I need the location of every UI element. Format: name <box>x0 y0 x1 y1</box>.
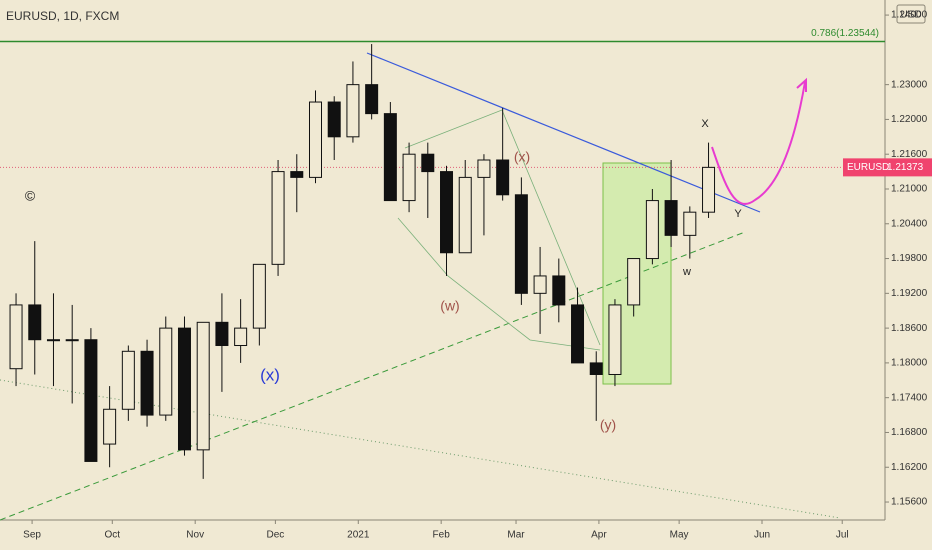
channel-line <box>397 217 601 351</box>
candle-body <box>552 275 566 306</box>
y-tick-label: 1.19200 <box>891 288 928 299</box>
y-tick-label: 1.18600 <box>891 323 928 334</box>
candle-body <box>365 84 379 115</box>
candle-body <box>140 350 154 416</box>
x-tick-label: Nov <box>186 530 204 541</box>
candle-body <box>514 194 528 294</box>
y-tick-label: 1.16200 <box>891 462 928 473</box>
price-tag <box>843 158 932 177</box>
wave-label: (w) <box>440 298 459 314</box>
candle-body <box>346 84 360 138</box>
candle-body <box>383 113 397 202</box>
y-tick-label: 1.18000 <box>891 358 928 369</box>
x-tick-label: Dec <box>266 530 284 541</box>
wave-label: (x) <box>260 365 280 384</box>
y-tick-label: 1.20400 <box>891 218 928 229</box>
candle-body <box>627 258 641 306</box>
candle-body <box>440 171 454 254</box>
candle-body <box>84 339 98 462</box>
y-tick-label: 1.17400 <box>891 392 928 403</box>
x-tick-label: Sep <box>23 530 41 541</box>
chart-title: EURUSD, 1D, FXCM <box>6 9 119 23</box>
candle-body <box>103 408 117 445</box>
candle-body <box>608 304 622 375</box>
resistance-trendline <box>366 52 761 213</box>
candle-body <box>159 327 173 416</box>
candle-body <box>234 327 248 347</box>
candle-body <box>683 211 697 236</box>
y-tick-label: 1.15600 <box>891 497 928 508</box>
candle-body <box>46 339 60 342</box>
candle-body <box>177 327 191 451</box>
candle-body <box>327 101 341 138</box>
x-tick-label: Mar <box>507 530 525 541</box>
candle-body <box>533 275 547 294</box>
currency-box <box>896 4 926 24</box>
x-tick-label: Feb <box>433 530 451 541</box>
wave-label: Y <box>734 208 742 220</box>
x-tick-label: May <box>670 530 689 541</box>
x-tick-label: Apr <box>591 530 607 541</box>
candle-body <box>402 153 416 202</box>
fib-label: 0.786(1.23544) <box>811 28 879 39</box>
wave-label: © <box>25 188 36 204</box>
dashed-trendline <box>0 231 746 521</box>
y-tick-label: 1.24000 <box>891 10 928 21</box>
wave-label: (x) <box>514 149 530 165</box>
candle-body <box>290 171 304 178</box>
candle-body <box>271 171 285 265</box>
price-tag-value: 1.21373 <box>887 162 924 173</box>
projection-curve <box>711 81 806 205</box>
candle-body <box>121 350 135 410</box>
y-tick-label: 1.21600 <box>891 149 928 160</box>
wave-label: w <box>682 266 691 278</box>
price-tag-symbol: EURUSD <box>847 162 889 173</box>
wave-label: X <box>701 118 709 130</box>
x-tick-label: Jul <box>836 530 849 541</box>
candle-body <box>664 200 678 236</box>
candle-body <box>477 159 491 178</box>
y-tick-label: 1.22000 <box>891 114 928 125</box>
candle-body <box>421 153 435 173</box>
candle-body <box>496 159 510 196</box>
candle-body <box>702 166 716 213</box>
candle-body <box>308 101 322 178</box>
wave-label: (y) <box>600 417 616 433</box>
candle-body <box>28 304 42 341</box>
projection-arrow <box>796 77 807 92</box>
y-tick-label: 1.23000 <box>891 79 928 90</box>
y-tick-label: 1.19800 <box>891 253 928 264</box>
x-tick-label: 2021 <box>347 530 370 541</box>
candle-body <box>215 321 229 347</box>
candle-body <box>645 200 659 260</box>
candle-body <box>65 339 79 342</box>
candle-body <box>196 321 210 451</box>
x-tick-label: Oct <box>105 530 121 541</box>
x-tick-label: Jun <box>754 530 770 541</box>
candle-body <box>589 362 603 375</box>
candle-body <box>252 263 266 329</box>
channel-line <box>404 109 601 346</box>
y-tick-label: 1.16800 <box>891 427 928 438</box>
candle-body <box>571 304 585 364</box>
candle-body <box>9 304 23 370</box>
y-tick-label: 1.21000 <box>891 184 928 195</box>
candle-body <box>458 176 472 254</box>
currency-label: USD <box>900 10 921 21</box>
